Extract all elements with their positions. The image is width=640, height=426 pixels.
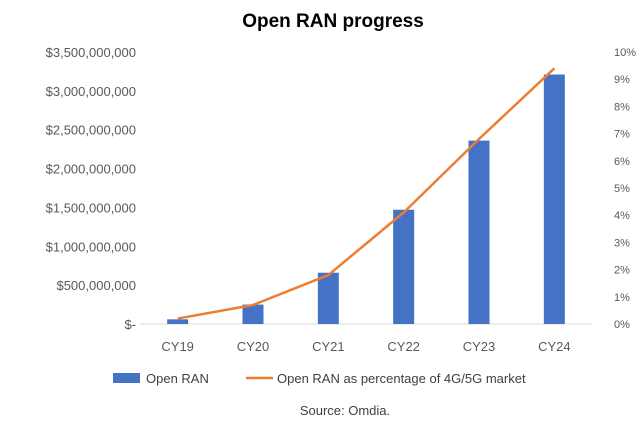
source-note: Source: Omdia. <box>300 403 390 418</box>
y-left-tick-label: $1,000,000,000 <box>46 239 136 254</box>
y-right-tick-label: 2% <box>614 265 630 277</box>
y-right-tick-label: 7% <box>614 129 630 141</box>
bar-cy19 <box>167 319 189 324</box>
y-left-tick-label: $500,000,000 <box>56 278 136 293</box>
x-axis: CY19 CY20 CY21 CY22 CY23 CY24 <box>161 339 570 354</box>
percentage-line <box>177 67 556 320</box>
y-right-tick-label: 0% <box>614 319 630 331</box>
y-right-tick-label: 8% <box>614 101 630 113</box>
x-tick-label: CY23 <box>463 339 496 354</box>
left-axis: $- $500,000,000 $1,000,000,000 $1,500,000,0… <box>46 45 136 332</box>
bar-cy21 <box>317 272 339 324</box>
bar-cy22 <box>393 209 415 324</box>
y-left-tick-label: $2,500,000,000 <box>46 123 136 138</box>
y-right-tick-label: 1% <box>614 292 630 304</box>
x-tick-label: CY24 <box>538 339 571 354</box>
bar-series <box>167 74 565 324</box>
legend-label-percentage: Open RAN as percentage of 4G/5G market <box>277 371 526 386</box>
bar-cy24 <box>543 74 565 324</box>
legend-swatch-open-ran <box>113 373 140 383</box>
y-right-tick-label: 3% <box>614 237 630 249</box>
legend-label-open-ran: Open RAN <box>146 371 209 386</box>
y-right-tick-label: 5% <box>614 183 630 195</box>
line-series <box>177 67 556 320</box>
x-tick-label: CY19 <box>161 339 194 354</box>
bar-cy23 <box>468 140 490 324</box>
y-left-tick-label: $- <box>124 317 136 332</box>
y-right-tick-label: 6% <box>614 156 630 168</box>
chart-title: Open RAN progress <box>242 11 424 32</box>
x-tick-label: CY22 <box>387 339 420 354</box>
x-tick-label: CY20 <box>237 339 270 354</box>
y-left-tick-label: $2,000,000,000 <box>46 162 136 177</box>
x-tick-label: CY21 <box>312 339 345 354</box>
y-right-tick-label: 10% <box>614 47 636 59</box>
y-right-tick-label: 9% <box>614 74 630 86</box>
y-left-tick-label: $3,000,000,000 <box>46 84 136 99</box>
y-left-tick-label: $1,500,000,000 <box>46 200 136 215</box>
bar-cy20 <box>242 304 264 324</box>
y-right-tick-label: 4% <box>614 210 630 222</box>
legend: Open RAN Open RAN as percentage of 4G/5G… <box>113 371 526 386</box>
right-axis: 0% 1% 2% 3% 4% 5% 6% 7% 8% 9% 10% <box>614 47 636 331</box>
y-left-tick-label: $3,500,000,000 <box>46 45 136 60</box>
